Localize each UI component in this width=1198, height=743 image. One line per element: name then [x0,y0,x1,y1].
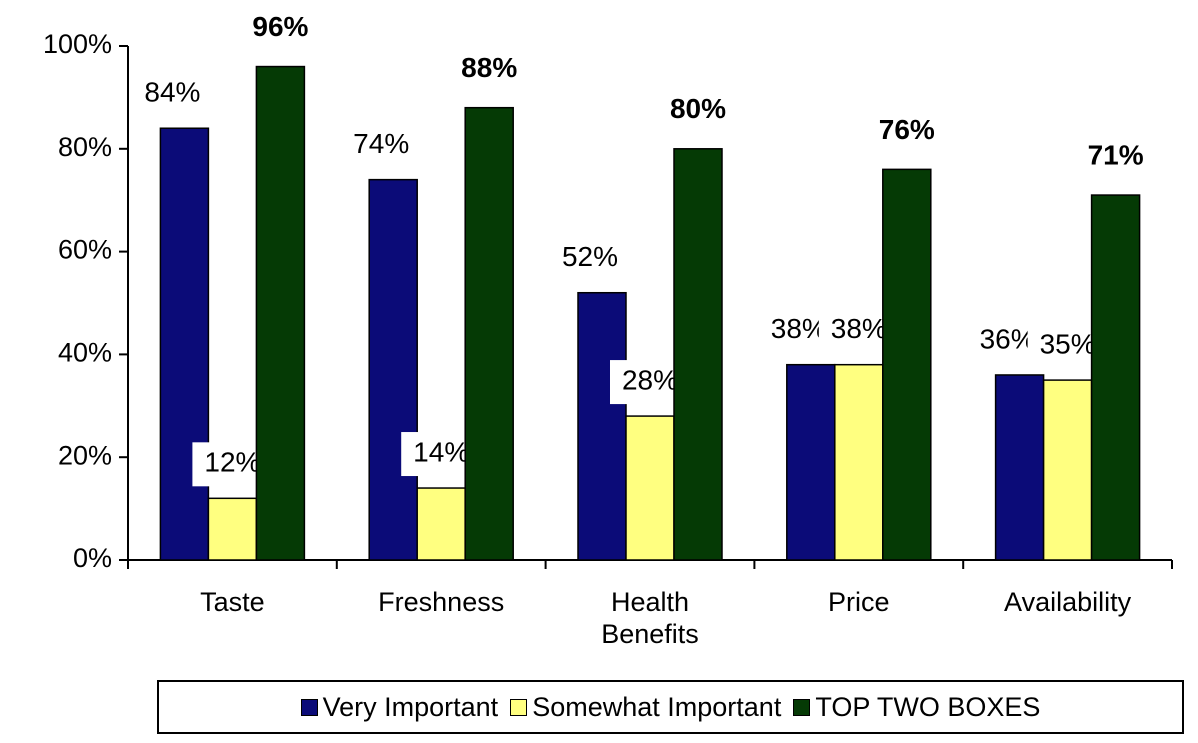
value-label: 38% [831,313,887,344]
value-label: 12% [204,447,260,478]
x-tick-label: Availability [1004,587,1132,617]
bar [255,65,306,561]
x-tick-label: Taste [200,587,265,617]
value-label: 76% [879,114,935,145]
value-label: 96% [252,11,308,42]
value-label: 28% [622,364,678,395]
bar [834,363,884,561]
legend-label: Somewhat Important [532,691,782,722]
legend-swatch [510,698,528,716]
value-label: 74% [353,128,409,159]
value-label: 84% [144,77,200,108]
legend-swatch [300,698,318,716]
x-tick-label: Freshness [378,587,505,617]
bar [464,106,514,561]
bar [786,363,836,561]
bar [1090,194,1141,561]
bar [207,497,258,561]
bar [416,487,466,561]
value-label: 80% [670,93,726,124]
legend: Very Important Somewhat Important TOP TWO … [157,680,1184,734]
value-label: 71% [1088,139,1144,170]
value-label: 38% [771,313,827,344]
bar [673,148,723,561]
y-tick-label: 100% [43,29,112,59]
x-tick-label: Health Benefits [601,587,699,649]
value-label: 14% [413,436,469,467]
y-tick-label: 80% [58,132,112,162]
bar [159,127,210,561]
value-label: 36% [980,323,1036,354]
value-label: 35% [1040,328,1096,359]
y-tick-label: 20% [58,440,112,470]
bar [882,168,932,561]
bar [577,291,627,561]
value-label: 52% [562,241,618,272]
legend-label: Very Important [322,691,499,722]
y-tick-label: 0% [73,543,112,573]
value-label: 88% [461,52,517,83]
y-tick-label: 40% [58,338,112,368]
x-tick-label: Price [828,587,890,617]
legend-label: TOP TWO BOXES [815,691,1041,722]
bar [368,178,418,561]
y-tick-label: 60% [58,235,112,265]
legend-item: Somewhat Important [510,692,781,723]
bar [1042,379,1093,561]
bar [994,374,1045,561]
legend-swatch [793,698,811,716]
legend-item: TOP TWO BOXES [793,692,1040,723]
legend-item: Very Important [300,691,499,723]
bar [625,415,675,561]
